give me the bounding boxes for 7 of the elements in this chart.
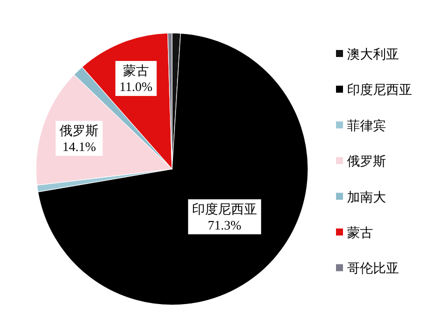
- legend-label: 菲律宾: [347, 118, 386, 134]
- legend-label: 俄罗斯: [347, 154, 386, 170]
- legend-label: 加南大: [347, 190, 386, 206]
- legend-label: 哥伦比亚: [347, 262, 399, 277]
- legend-label: 澳大利亚: [347, 48, 399, 62]
- legend-label: 蒙古: [347, 226, 373, 241]
- legend-label: 印度尼西亚: [347, 82, 412, 98]
